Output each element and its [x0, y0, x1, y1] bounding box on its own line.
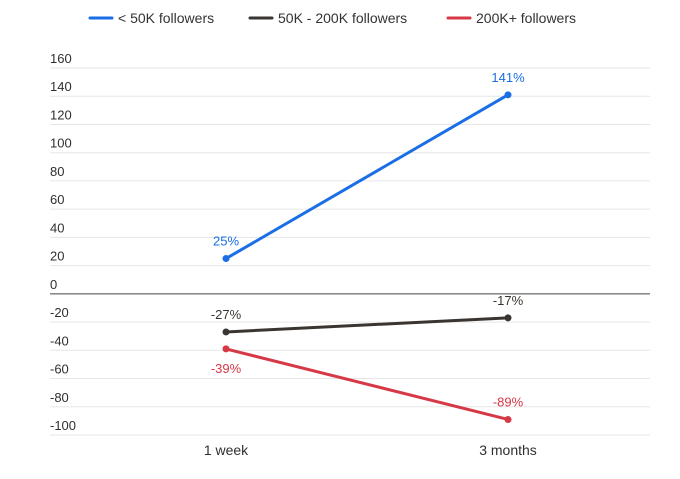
- series-line: [224, 316, 510, 334]
- data-point: [222, 345, 230, 353]
- x-tick-label: 3 months: [479, 442, 537, 458]
- x-tick-label: 1 week: [204, 442, 249, 458]
- data-point: [504, 91, 512, 99]
- legend-label: 200K+ followers: [476, 10, 576, 26]
- y-tick-label: -80: [50, 390, 69, 405]
- data-label: -27%: [211, 307, 242, 322]
- data-point: [504, 314, 512, 322]
- legend-label: 50K - 200K followers: [278, 10, 407, 26]
- y-tick-label: 40: [50, 220, 64, 235]
- data-label: -89%: [493, 394, 524, 409]
- y-tick-label: 80: [50, 164, 64, 179]
- y-tick-label: 60: [50, 192, 64, 207]
- y-tick-label: 160: [50, 51, 72, 66]
- data-point: [504, 415, 512, 423]
- data-label: -17%: [493, 293, 524, 308]
- series-line: [224, 93, 510, 261]
- y-tick-label: 100: [50, 136, 72, 151]
- legend-label: < 50K followers: [118, 10, 214, 26]
- y-tick-label: -20: [50, 305, 69, 320]
- data-point: [222, 255, 230, 263]
- series-line: [224, 347, 510, 421]
- data-label: 25%: [213, 234, 239, 249]
- data-point: [222, 328, 230, 336]
- y-tick-label: -60: [50, 362, 69, 377]
- y-tick-label: 120: [50, 107, 72, 122]
- y-tick-label: 20: [50, 249, 64, 264]
- y-tick-label: -40: [50, 333, 69, 348]
- y-tick-label: -100: [50, 418, 76, 433]
- data-label: 141%: [491, 70, 525, 85]
- data-label: -39%: [211, 361, 242, 376]
- y-tick-label: 140: [50, 79, 72, 94]
- y-tick-label: 0: [50, 277, 57, 292]
